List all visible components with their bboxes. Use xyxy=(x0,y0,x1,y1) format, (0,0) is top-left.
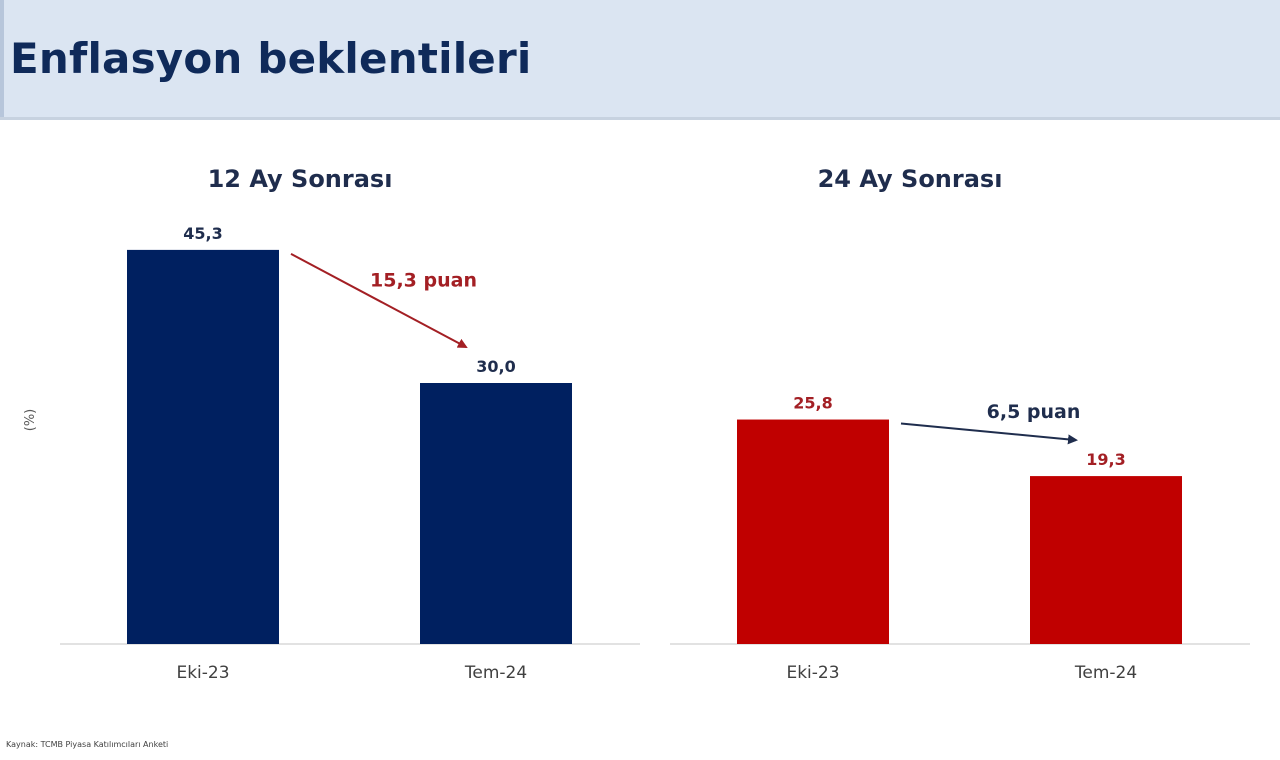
data-label: 19,3 xyxy=(1086,450,1125,469)
chart-24-ay-sonrasi: 24 Ay Sonrası 25,8 Eki-23 19,3 Tem-24 6,5 pua… xyxy=(670,165,1250,683)
source-note: Kaynak: TCMB Piyasa Katılımcıları Anketi xyxy=(6,740,169,749)
change-arrow xyxy=(900,422,1078,445)
chart-12-ay-sonrasi: 12 Ay Sonrası 45,3 Eki-23 30,0 Tem-24 15,3 pu… xyxy=(60,165,640,683)
x-tick-label: Eki-23 xyxy=(786,663,839,683)
data-label: 30,0 xyxy=(476,357,515,376)
x-tick-label: Tem-24 xyxy=(464,663,527,683)
data-label: 25,8 xyxy=(793,394,832,413)
bar-eki-23 xyxy=(127,249,279,644)
change-annotation: 6,5 puan xyxy=(987,401,1081,423)
bar-tem-24 xyxy=(1030,476,1182,644)
chart-title: 24 Ay Sonrası xyxy=(818,165,1003,193)
change-arrow xyxy=(290,253,468,348)
bar-eki-23 xyxy=(737,419,889,644)
page-title: Enflasyon beklentileri xyxy=(10,34,532,83)
change-annotation: 15,3 puan xyxy=(370,269,477,291)
title-banner: Enflasyon beklentileri xyxy=(0,0,1280,120)
x-tick-label: Eki-23 xyxy=(176,663,229,683)
chart-title: 12 Ay Sonrası xyxy=(208,165,393,193)
data-label: 45,3 xyxy=(183,224,222,243)
y-axis-unit-label: (%) xyxy=(23,408,38,432)
bar-tem-24 xyxy=(420,383,572,644)
x-tick-label: Tem-24 xyxy=(1074,663,1137,683)
